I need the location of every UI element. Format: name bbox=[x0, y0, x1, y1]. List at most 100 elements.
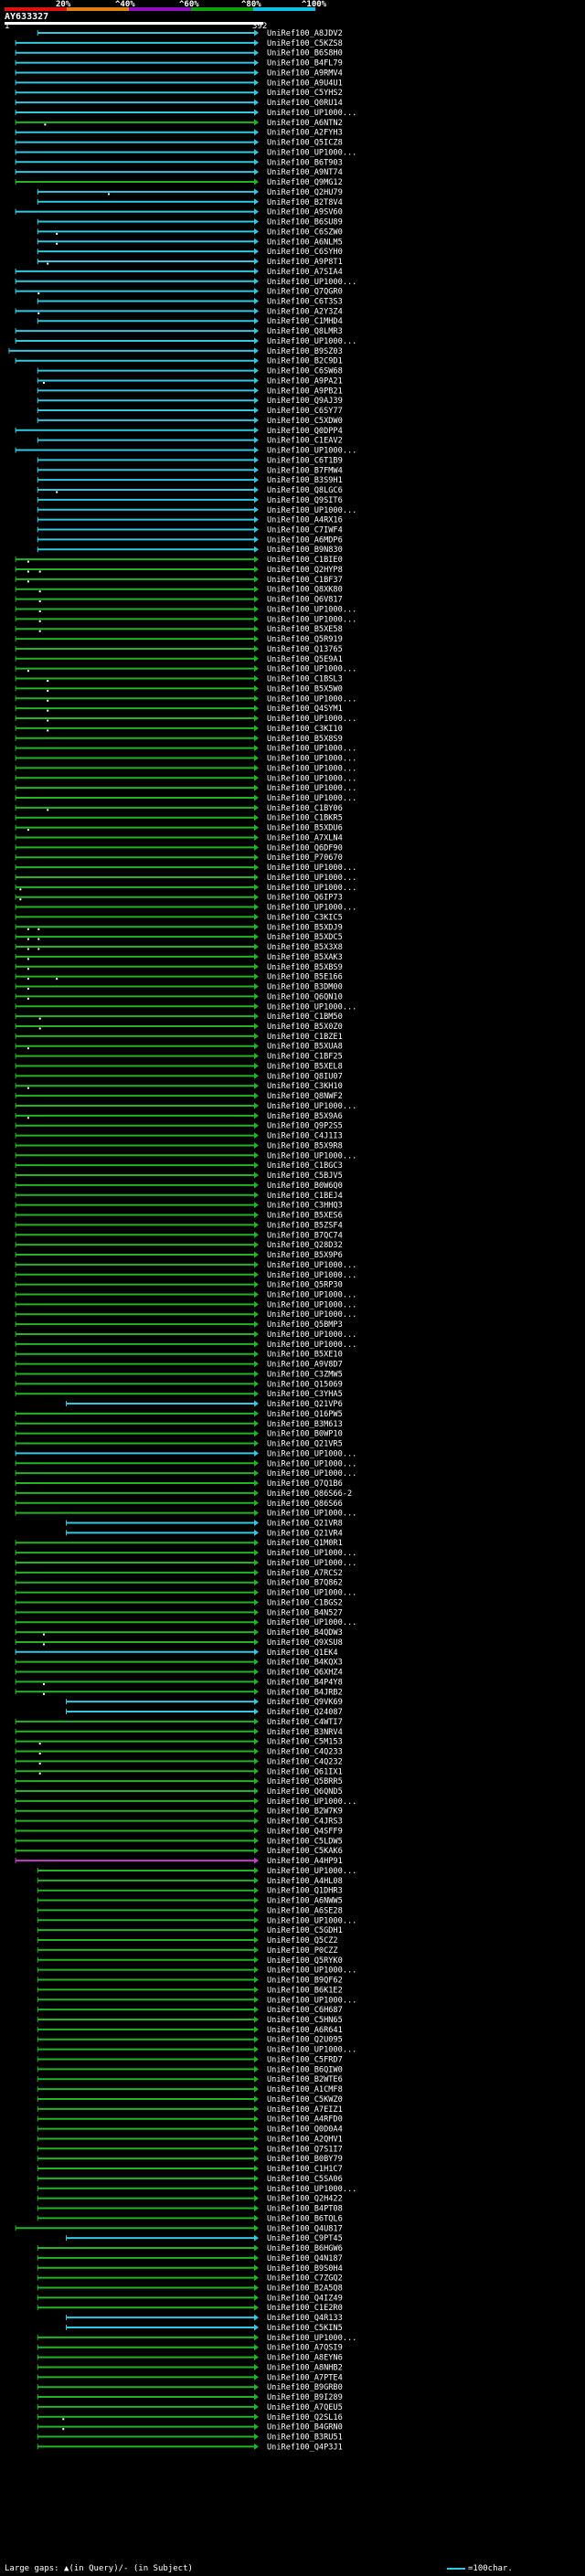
hit-label[interactable]: UniRef100_UP1000... bbox=[267, 1618, 356, 1627]
hit-row[interactable]: UniRef100_C1H1C7 bbox=[37, 2165, 343, 2174]
hit-row[interactable]: UniRef100_Q7Q1B6 bbox=[15, 1479, 343, 1489]
hit-label[interactable]: UniRef100_B0W6Q0 bbox=[267, 1182, 343, 1191]
hit-row[interactable]: UniRef100_Q8IU07 bbox=[15, 1072, 343, 1081]
hit-row[interactable]: UniRef100_UP1000... bbox=[37, 1996, 356, 2005]
hit-row[interactable]: UniRef100_UP1000... bbox=[15, 1459, 356, 1468]
hit-row[interactable]: UniRef100_Q8LMR3 bbox=[15, 327, 343, 336]
hit-label[interactable]: UniRef100_UP1000... bbox=[267, 1102, 356, 1111]
hit-label[interactable]: UniRef100_C5KWZ0 bbox=[267, 2095, 343, 2104]
hit-row[interactable]: UniRef100_A9PB21 bbox=[37, 387, 343, 396]
hit-row[interactable]: UniRef100_A8NHB2 bbox=[37, 2363, 343, 2372]
hit-label[interactable]: UniRef100_B3S9H1 bbox=[267, 476, 343, 485]
hit-label[interactable]: UniRef100_B5X9R8 bbox=[267, 1141, 343, 1150]
hit-row[interactable]: UniRef100_B4KQX3 bbox=[15, 1659, 343, 1668]
hit-row[interactable]: UniRef100_C1BY06 bbox=[15, 804, 343, 813]
hit-label[interactable]: UniRef100_C5XDW0 bbox=[267, 417, 343, 426]
hit-row[interactable]: UniRef100_B7QC74 bbox=[15, 1231, 343, 1240]
hit-label[interactable]: UniRef100_Q8LGC6 bbox=[267, 486, 343, 495]
hit-label[interactable]: UniRef100_C1H1C7 bbox=[267, 2165, 343, 2174]
hit-label[interactable]: UniRef100_Q86S66-2 bbox=[267, 1489, 352, 1499]
hit-row[interactable]: UniRef100_Q6V817 bbox=[15, 596, 343, 605]
hit-row[interactable]: UniRef100_A6NWW5 bbox=[37, 1897, 343, 1906]
hit-row[interactable]: UniRef100_B4GRN0 bbox=[37, 2423, 343, 2433]
hit-row[interactable]: UniRef100_A6NTN2 bbox=[15, 119, 343, 128]
hit-row[interactable]: UniRef100_UP1000... bbox=[15, 615, 356, 624]
hit-label[interactable]: UniRef100_UP1000... bbox=[267, 1996, 356, 2005]
hit-row[interactable]: UniRef100_B2W7K9 bbox=[15, 1807, 343, 1817]
hit-label[interactable]: UniRef100_Q9MG12 bbox=[267, 178, 343, 187]
hit-row[interactable]: UniRef100_B7Q862 bbox=[15, 1579, 343, 1588]
hit-row[interactable]: UniRef100_C5BJV5 bbox=[15, 1171, 343, 1181]
hit-row[interactable]: UniRef100_B4JRB2 bbox=[15, 1688, 343, 1697]
hit-row[interactable]: UniRef100_C1BIE0 bbox=[15, 556, 343, 565]
hit-label[interactable]: UniRef100_B2A5Q8 bbox=[267, 2284, 343, 2293]
hit-row[interactable]: UniRef100_C1BGC3 bbox=[15, 1161, 343, 1171]
hit-row[interactable]: UniRef100_A4RX16 bbox=[37, 516, 343, 525]
hit-label[interactable]: UniRef100_A8JDV2 bbox=[267, 29, 343, 38]
hit-row[interactable]: UniRef100_B5XES6 bbox=[15, 1212, 343, 1221]
hit-row[interactable]: UniRef100_C5KIN5 bbox=[66, 2324, 343, 2333]
hit-label[interactable]: UniRef100_C5GDH1 bbox=[267, 1926, 343, 1935]
hit-label[interactable]: UniRef100_B2W7K9 bbox=[267, 1807, 343, 1817]
hit-row[interactable]: UniRef100_Q28D32 bbox=[15, 1241, 343, 1250]
hit-row[interactable]: UniRef100_Q8LGC6 bbox=[37, 486, 343, 495]
hit-label[interactable]: UniRef100_UP1000... bbox=[267, 1300, 356, 1309]
hit-row[interactable]: UniRef100_A8EYN6 bbox=[37, 2354, 343, 2363]
hit-label[interactable]: UniRef100_Q9P2S5 bbox=[267, 1122, 343, 1131]
hit-row[interactable]: UniRef100_Q9AJ39 bbox=[37, 397, 343, 406]
hit-row[interactable]: UniRef100_C1BF37 bbox=[15, 576, 343, 585]
hit-row[interactable]: UniRef100_C4Q232 bbox=[15, 1757, 343, 1766]
hit-row[interactable]: UniRef100_UP1000... bbox=[15, 694, 356, 704]
hit-row[interactable]: UniRef100_B4N527 bbox=[15, 1608, 343, 1617]
hit-label[interactable]: UniRef100_UP1000... bbox=[267, 337, 356, 346]
hit-label[interactable]: UniRef100_C6H687 bbox=[267, 2006, 343, 2015]
hit-row[interactable]: UniRef100_C3KI10 bbox=[15, 725, 343, 734]
hit-label[interactable]: UniRef100_A6SE28 bbox=[267, 1906, 343, 1915]
hit-row[interactable]: UniRef100_Q4IZ49 bbox=[37, 2294, 343, 2303]
hit-row[interactable]: UniRef100_P0CZZ bbox=[37, 1946, 338, 1956]
hit-label[interactable]: UniRef100_UP1000... bbox=[267, 605, 356, 614]
hit-label[interactable]: UniRef100_Q28D32 bbox=[267, 1241, 343, 1250]
hit-label[interactable]: UniRef100_Q24087 bbox=[267, 1708, 343, 1717]
hit-row[interactable]: UniRef100_B4PT08 bbox=[37, 2205, 343, 2214]
hit-row[interactable]: UniRef100_B5XBS9 bbox=[15, 963, 343, 972]
hit-label[interactable]: UniRef100_C4JRS3 bbox=[267, 1818, 343, 1827]
hit-row[interactable]: UniRef100_B6K1E2 bbox=[37, 1986, 343, 1995]
hit-label[interactable]: UniRef100_C7IWF4 bbox=[267, 526, 343, 535]
hit-row[interactable]: UniRef100_B5XDC5 bbox=[15, 933, 343, 942]
hit-row[interactable]: UniRef100_A6MDP6 bbox=[37, 535, 343, 545]
hit-label[interactable]: UniRef100_B4QDW3 bbox=[267, 1628, 343, 1638]
hit-label[interactable]: UniRef100_B5XUA8 bbox=[267, 1043, 343, 1052]
hit-row[interactable]: UniRef100_C1E2R0 bbox=[37, 2304, 343, 2313]
hit-label[interactable]: UniRef100_C5YHS2 bbox=[267, 89, 343, 98]
hit-row[interactable]: UniRef100_UP1000... bbox=[15, 337, 356, 346]
hit-row[interactable]: UniRef100_Q5R919 bbox=[15, 635, 343, 644]
hit-label[interactable]: UniRef100_Q21VR4 bbox=[267, 1529, 343, 1538]
hit-label[interactable]: UniRef100_B3RU51 bbox=[267, 2433, 343, 2443]
hit-row[interactable]: UniRef100_Q4R133 bbox=[66, 2314, 343, 2323]
hit-row[interactable]: UniRef100_UP1000... bbox=[15, 715, 356, 724]
hit-label[interactable]: UniRef100_C6SY77 bbox=[267, 407, 343, 416]
hit-row[interactable]: UniRef100_C6T3S3 bbox=[37, 297, 343, 306]
hit-label[interactable]: UniRef100_UP1000... bbox=[267, 1510, 356, 1519]
hit-row[interactable]: UniRef100_Q6QND5 bbox=[15, 1787, 343, 1797]
hit-label[interactable]: UniRef100_Q5E9A1 bbox=[267, 655, 343, 664]
hit-label[interactable]: UniRef100_UP1000... bbox=[267, 2185, 356, 2194]
hit-row[interactable]: UniRef100_UP1000... bbox=[15, 1559, 356, 1568]
hit-label[interactable]: UniRef100_C1BSL3 bbox=[267, 675, 343, 684]
hit-label[interactable]: UniRef100_B3M613 bbox=[267, 1420, 343, 1429]
hit-label[interactable]: UniRef100_C1E2R0 bbox=[267, 2304, 343, 2313]
hit-label[interactable]: UniRef100_B6TQL6 bbox=[267, 2214, 343, 2223]
hit-row[interactable]: UniRef100_B5XDU6 bbox=[15, 824, 343, 833]
hit-label[interactable]: UniRef100_B6S8H0 bbox=[267, 49, 343, 58]
hit-row[interactable]: UniRef100_UP1000... bbox=[15, 109, 356, 118]
hit-label[interactable]: UniRef100_Q2H422 bbox=[267, 2195, 343, 2204]
hit-row[interactable]: UniRef100_C3YHA5 bbox=[15, 1390, 343, 1399]
hit-label[interactable]: UniRef100_A9P8T1 bbox=[267, 258, 343, 267]
hit-label[interactable]: UniRef100_C1BIE0 bbox=[267, 556, 343, 565]
hit-row[interactable]: UniRef100_B2T8V4 bbox=[37, 198, 343, 207]
hit-row[interactable]: UniRef100_B0W6Q0 bbox=[15, 1182, 343, 1191]
hit-label[interactable]: UniRef100_Q21VP6 bbox=[267, 1400, 343, 1409]
hit-label[interactable]: UniRef100_B5XDU6 bbox=[267, 824, 343, 833]
hit-row[interactable]: UniRef100_UP1000... bbox=[15, 1151, 356, 1161]
